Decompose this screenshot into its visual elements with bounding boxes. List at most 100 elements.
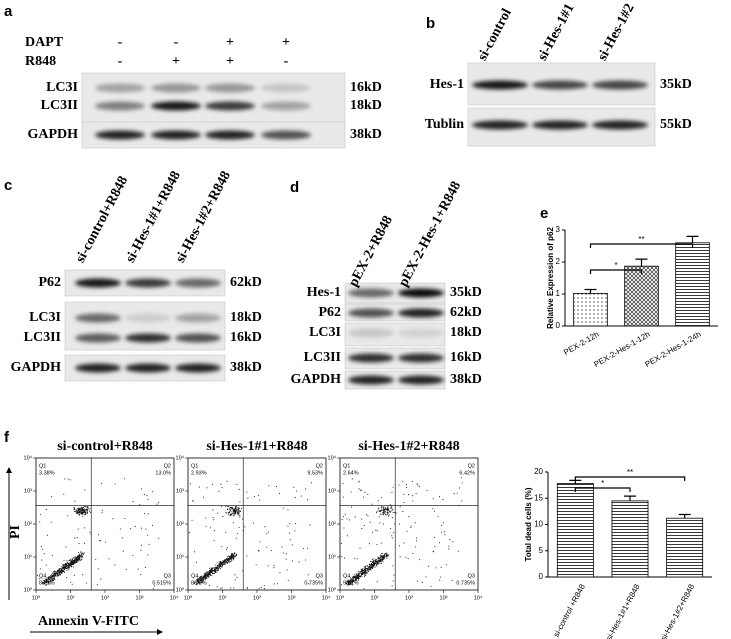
event <box>367 493 369 495</box>
event <box>258 494 260 497</box>
event <box>363 566 365 568</box>
event <box>387 509 389 511</box>
event <box>356 574 358 576</box>
event <box>412 552 414 554</box>
event <box>200 581 202 583</box>
event <box>416 580 418 582</box>
event <box>218 561 220 563</box>
event <box>60 571 62 573</box>
event <box>345 582 347 584</box>
event <box>392 532 394 534</box>
event <box>341 519 343 521</box>
event <box>217 512 219 514</box>
event <box>209 574 211 577</box>
event <box>229 513 231 516</box>
event <box>143 512 145 514</box>
event <box>354 577 356 579</box>
event <box>77 559 79 561</box>
event <box>234 574 236 576</box>
event <box>84 510 86 512</box>
band-size: 16kD <box>350 80 382 95</box>
event <box>384 512 386 514</box>
event <box>231 507 233 509</box>
event <box>367 568 369 570</box>
event <box>358 574 360 576</box>
event <box>70 565 72 567</box>
error-bar <box>678 513 691 519</box>
event <box>101 509 103 511</box>
event <box>100 540 102 542</box>
event <box>140 549 142 551</box>
event <box>134 525 136 528</box>
event <box>382 558 384 560</box>
event <box>361 576 363 578</box>
event <box>259 499 261 501</box>
blot-band <box>75 333 121 343</box>
event <box>351 581 353 583</box>
event <box>377 562 379 564</box>
treatment-sign: - <box>284 54 289 69</box>
event <box>69 564 71 566</box>
event <box>54 578 56 580</box>
event <box>205 575 207 577</box>
blot-band <box>75 313 121 323</box>
event <box>237 509 239 511</box>
event <box>77 512 80 514</box>
event <box>205 517 207 519</box>
event <box>209 573 211 575</box>
x-tick-label: 10¹ <box>371 595 379 601</box>
blot-band <box>175 363 221 373</box>
event <box>363 572 365 574</box>
event <box>357 577 359 579</box>
event <box>62 569 65 571</box>
event <box>234 555 237 557</box>
event <box>119 528 121 530</box>
event <box>352 577 355 579</box>
event <box>456 492 458 494</box>
event <box>220 587 222 589</box>
event <box>457 550 459 552</box>
event <box>241 570 244 572</box>
blot-band <box>205 130 255 140</box>
band-size: 16kD <box>230 330 262 345</box>
event <box>386 508 388 510</box>
event <box>276 583 279 585</box>
event <box>390 506 392 508</box>
event <box>231 554 233 556</box>
event <box>89 508 91 510</box>
event <box>360 573 362 575</box>
event <box>364 574 366 576</box>
event <box>82 574 84 576</box>
event <box>234 510 237 512</box>
event <box>39 514 41 516</box>
event <box>356 577 358 579</box>
blot-band <box>95 83 145 93</box>
event <box>44 582 46 584</box>
event <box>282 507 284 509</box>
y-tick-label: 10³ <box>328 488 336 494</box>
event <box>266 533 268 535</box>
quadrant-name: Q1 <box>343 463 350 469</box>
event <box>351 580 353 582</box>
band-name: Hes-1 <box>430 77 464 92</box>
event <box>140 544 142 546</box>
event <box>226 556 228 558</box>
event <box>238 488 240 490</box>
blot-band <box>261 130 311 140</box>
event <box>415 492 417 494</box>
event <box>380 542 382 544</box>
event <box>89 511 92 513</box>
event <box>379 522 381 524</box>
event <box>75 558 78 560</box>
quadrant-name: Q2 <box>468 463 475 469</box>
event <box>228 555 230 557</box>
event <box>383 511 385 513</box>
event <box>376 543 378 546</box>
bar <box>556 483 594 578</box>
event <box>358 576 360 578</box>
quadrant-name: Q3 <box>316 573 323 579</box>
event <box>78 514 80 516</box>
event <box>62 564 64 566</box>
event <box>428 565 430 567</box>
significance-bracket <box>589 243 694 248</box>
